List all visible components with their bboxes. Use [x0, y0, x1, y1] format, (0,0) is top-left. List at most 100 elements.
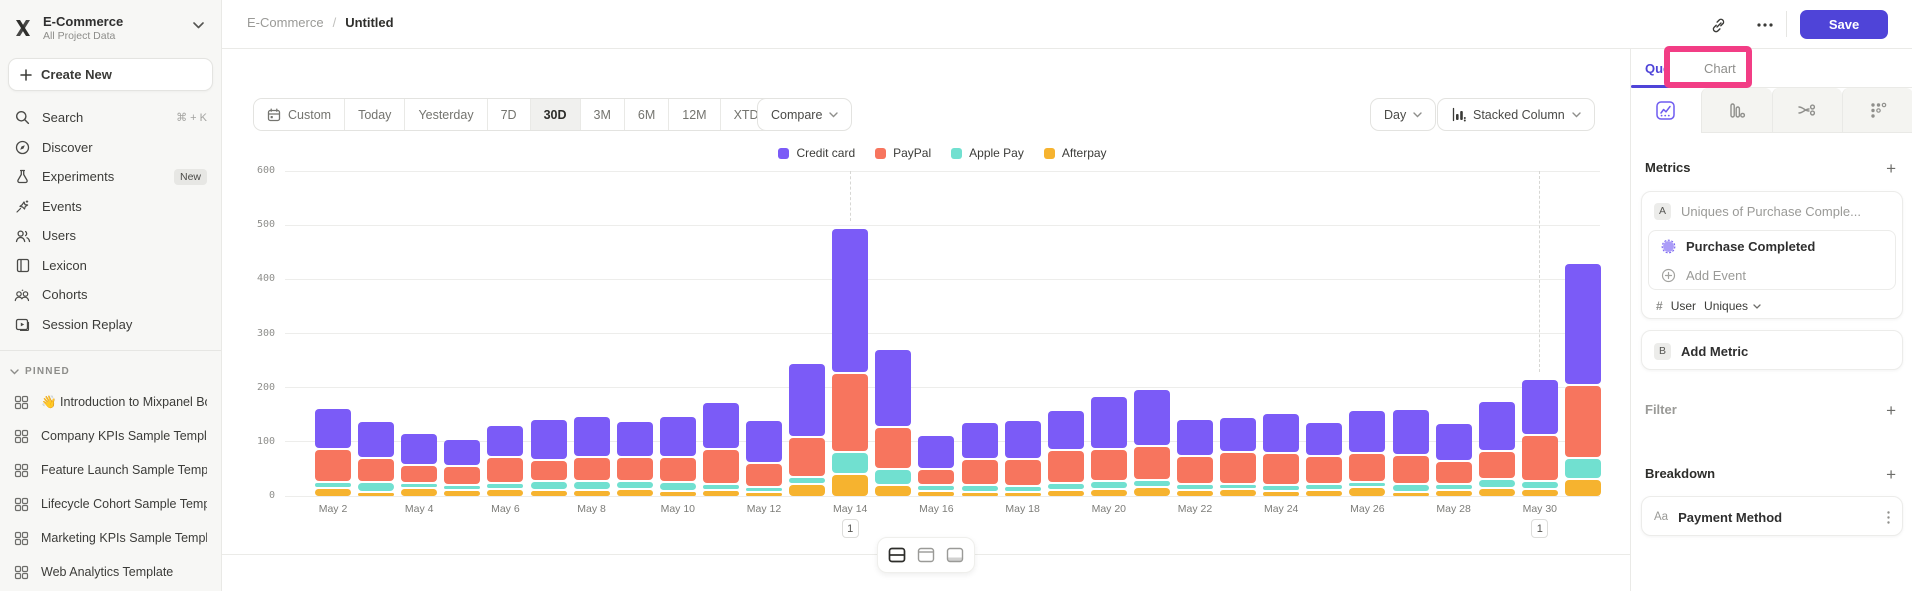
bar-segment-paypal[interactable]	[659, 457, 696, 482]
more-options-button[interactable]	[1753, 13, 1777, 37]
create-new-button[interactable]: Create New	[8, 58, 213, 91]
chart-type-button[interactable]: Stacked Column	[1437, 98, 1595, 131]
bar-segment-credit-card[interactable]	[1521, 380, 1558, 435]
layout-header-top-button[interactable]	[913, 543, 939, 567]
kebab-menu-icon[interactable]	[1887, 510, 1890, 524]
bar-may-12[interactable]	[746, 420, 782, 496]
bar-segment-afterpay[interactable]	[1047, 491, 1084, 496]
bar-may-5[interactable]	[444, 440, 481, 496]
bar-segment-afterpay[interactable]	[1133, 488, 1170, 496]
bar-segment-credit-card[interactable]	[1564, 264, 1601, 384]
bar-segment-apple-pay[interactable]	[1090, 482, 1127, 489]
bar-segment-apple-pay[interactable]	[702, 484, 739, 490]
bar-segment-afterpay[interactable]	[702, 491, 739, 496]
bar-segment-credit-card[interactable]	[1478, 401, 1515, 451]
bar-segment-apple-pay[interactable]	[315, 483, 351, 487]
bar-segment-paypal[interactable]	[1047, 450, 1084, 483]
metric-card-b[interactable]: B Add Metric	[1641, 330, 1903, 370]
bar-segment-credit-card[interactable]	[832, 229, 869, 372]
bar-segment-apple-pay[interactable]	[1349, 483, 1386, 487]
bar-segment-afterpay[interactable]	[1349, 488, 1386, 496]
pinned-board-item[interactable]: Lifecycle Cohort Sample Temp	[0, 487, 221, 521]
sidebar-item-discover[interactable]: Discover	[0, 133, 221, 163]
bar-segment-apple-pay[interactable]	[659, 483, 696, 491]
bar-may-16[interactable]	[918, 436, 955, 496]
bar-segment-apple-pay[interactable]	[1478, 480, 1515, 487]
tab-flows[interactable]	[1771, 88, 1843, 133]
bar-segment-afterpay[interactable]	[918, 491, 955, 496]
bar-segment-paypal[interactable]	[1220, 453, 1257, 484]
bar-segment-afterpay[interactable]	[659, 492, 696, 496]
range-button-12m[interactable]: 12M	[669, 99, 721, 130]
bar-may-24[interactable]	[1263, 414, 1300, 496]
compare-button[interactable]: Compare	[757, 98, 853, 131]
range-button-custom[interactable]: Custom	[254, 99, 346, 130]
bar-may-22[interactable]	[1177, 420, 1213, 496]
bar-segment-afterpay[interactable]	[1090, 490, 1127, 496]
bar-segment-paypal[interactable]	[1090, 450, 1127, 481]
bar-segment-credit-card[interactable]	[616, 422, 653, 456]
metric-card-a[interactable]: A Uniques of Purchase Comple... Purchase…	[1641, 191, 1903, 319]
bar-segment-paypal[interactable]	[1133, 446, 1170, 479]
bar-segment-apple-pay[interactable]	[875, 469, 912, 485]
bar-segment-paypal[interactable]	[1521, 436, 1558, 480]
bar-segment-apple-pay[interactable]	[1047, 484, 1084, 490]
sidebar-item-users[interactable]: Users	[0, 221, 221, 251]
range-button-6m[interactable]: 6M	[624, 99, 670, 130]
bar-segment-apple-pay[interactable]	[789, 478, 826, 483]
granularity-button[interactable]: Day	[1370, 98, 1437, 131]
tab-insights[interactable]	[1631, 88, 1701, 133]
bar-segment-apple-pay[interactable]	[1263, 485, 1300, 490]
bar-segment-apple-pay[interactable]	[1564, 459, 1601, 479]
pinned-board-item[interactable]: Marketing KPIs Sample Templat	[0, 521, 221, 555]
bar-may-21[interactable]	[1133, 390, 1170, 496]
bar-segment-credit-card[interactable]	[444, 440, 481, 466]
breadcrumb-current[interactable]: Untitled	[345, 15, 394, 30]
bar-segment-paypal[interactable]	[401, 465, 438, 482]
add-filter-button[interactable]: +	[1886, 401, 1896, 420]
event-row[interactable]: Purchase Completed	[1649, 231, 1895, 261]
bar-may-29[interactable]	[1478, 401, 1515, 496]
bar-segment-apple-pay[interactable]	[1392, 485, 1429, 491]
bar-segment-afterpay[interactable]	[1564, 480, 1601, 496]
sidebar-item-search[interactable]: Search ⌘ + K	[0, 103, 221, 133]
bar-segment-apple-pay[interactable]	[573, 481, 610, 490]
pinned-board-item[interactable]: Company KPIs Sample Templat	[0, 419, 221, 453]
bar-segment-paypal[interactable]	[530, 461, 567, 481]
bar-segment-paypal[interactable]	[315, 449, 351, 482]
bar-segment-apple-pay[interactable]	[401, 483, 438, 487]
bar-segment-afterpay[interactable]	[401, 488, 438, 496]
tab-funnels[interactable]	[1700, 88, 1772, 133]
bar-segment-apple-pay[interactable]	[1306, 484, 1343, 490]
bar-segment-credit-card[interactable]	[1263, 414, 1300, 453]
bar-may-14[interactable]	[832, 229, 869, 496]
range-button-30d[interactable]: 30D	[530, 99, 581, 130]
bar-segment-apple-pay[interactable]	[1133, 481, 1170, 487]
bar-may-4[interactable]	[401, 433, 438, 496]
bar-segment-paypal[interactable]	[573, 457, 610, 480]
bar-may-3[interactable]	[358, 422, 395, 496]
bar-segment-apple-pay[interactable]	[746, 487, 782, 491]
bar-may-9[interactable]	[616, 422, 653, 496]
bar-may-7[interactable]	[530, 420, 567, 496]
bar-segment-paypal[interactable]	[1435, 462, 1472, 483]
bar-segment-credit-card[interactable]	[573, 417, 610, 456]
bar-segment-apple-pay[interactable]	[1220, 485, 1257, 489]
bar-segment-paypal[interactable]	[832, 373, 869, 451]
bar-segment-afterpay[interactable]	[1392, 492, 1429, 496]
bar-segment-paypal[interactable]	[358, 458, 395, 481]
bar-segment-afterpay[interactable]	[832, 475, 869, 496]
bar-segment-credit-card[interactable]	[1004, 421, 1041, 459]
bar-segment-afterpay[interactable]	[1435, 491, 1472, 496]
bar-segment-afterpay[interactable]	[1263, 491, 1300, 496]
add-metric-plus-button[interactable]: +	[1886, 159, 1896, 178]
bar-may-15[interactable]	[875, 349, 912, 496]
bar-segment-credit-card[interactable]	[1090, 396, 1127, 449]
pinned-section-header[interactable]: PINNED	[0, 360, 221, 385]
bar-may-6[interactable]	[487, 425, 524, 496]
bar-may-28[interactable]	[1435, 424, 1472, 496]
bar-may-20[interactable]	[1090, 396, 1127, 496]
annotation-badge[interactable]: 1	[841, 519, 859, 538]
bar-segment-credit-card[interactable]	[358, 422, 395, 457]
bar-may-30[interactable]	[1521, 380, 1558, 496]
